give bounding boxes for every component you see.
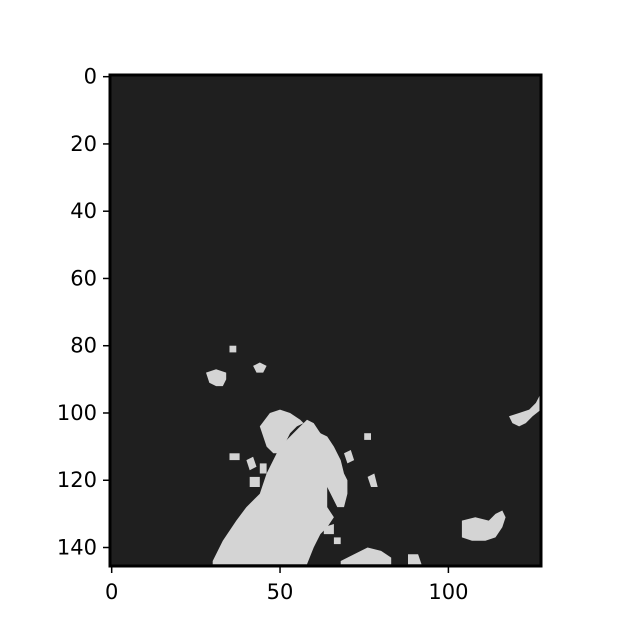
x-tick-label: 50 bbox=[267, 580, 294, 604]
y-tick-label: 80 bbox=[70, 334, 97, 358]
light-region-0 bbox=[212, 419, 348, 565]
light-region-8 bbox=[323, 524, 334, 535]
y-axis: 0 20 40 60 80 100 120 140 bbox=[57, 65, 110, 560]
plot-area bbox=[108, 73, 543, 568]
light-region-2 bbox=[303, 426, 324, 444]
light-region-18 bbox=[461, 510, 506, 541]
light-region-9 bbox=[333, 537, 341, 545]
light-region-15 bbox=[206, 369, 227, 387]
light-region-14 bbox=[408, 554, 422, 565]
light-region-10 bbox=[344, 450, 355, 464]
x-tick-label: 0 bbox=[105, 580, 118, 604]
light-region-1 bbox=[259, 409, 304, 454]
light-region-13 bbox=[340, 547, 392, 565]
light-region-11 bbox=[364, 433, 371, 440]
light-region-5 bbox=[259, 463, 267, 474]
y-tick-label: 20 bbox=[70, 132, 97, 156]
light-region-12 bbox=[367, 473, 378, 487]
light-region-7 bbox=[293, 487, 304, 501]
light-region-6 bbox=[249, 476, 260, 487]
mask-regions bbox=[206, 345, 541, 565]
x-axis: 0 50 100 bbox=[105, 566, 468, 604]
light-region-16 bbox=[229, 345, 237, 353]
axes-frame bbox=[108, 73, 543, 568]
light-region-3 bbox=[229, 453, 240, 461]
x-tick-label: 100 bbox=[428, 580, 468, 604]
y-tick-label: 40 bbox=[70, 199, 97, 223]
y-tick-label: 100 bbox=[57, 401, 97, 425]
light-region-17 bbox=[253, 362, 267, 373]
light-region-19 bbox=[509, 396, 541, 427]
y-tick-label: 0 bbox=[84, 65, 97, 89]
y-tick-label: 60 bbox=[70, 266, 97, 290]
y-tick-label: 120 bbox=[57, 468, 97, 492]
y-tick-label: 140 bbox=[57, 536, 97, 560]
light-region-4 bbox=[246, 456, 257, 471]
